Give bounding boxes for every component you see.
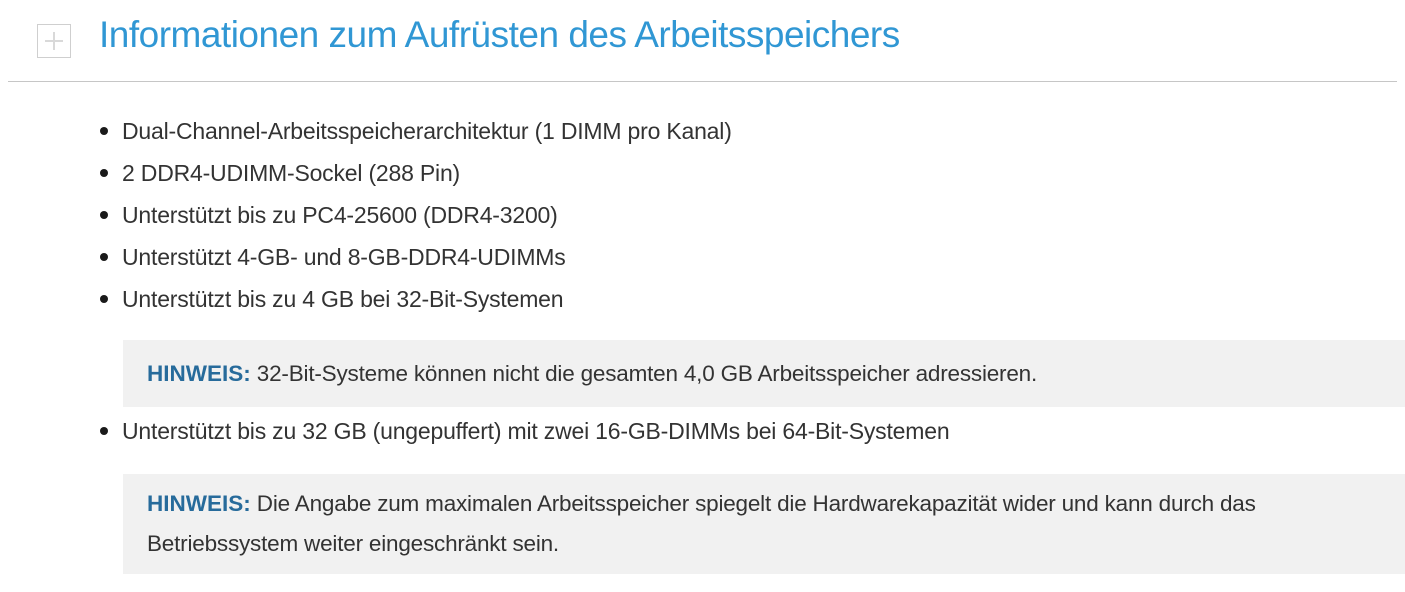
note-label: HINWEIS: [147,361,251,386]
list-item-text: 2 DDR4-UDIMM-Sockel (288 Pin) [122,160,460,186]
list-item-text: Unterstützt bis zu 32 GB (ungepuffert) m… [122,418,950,444]
list-item: Unterstützt 4-GB- und 8-GB-DDR4-UDIMMs [0,236,1405,278]
list-item: Unterstützt bis zu 32 GB (ungepuffert) m… [0,410,1405,452]
list-item-text: Unterstützt bis zu 4 GB bei 32-Bit-Syste… [122,286,564,312]
section-header: Informationen zum Aufrüsten des Arbeitss… [8,0,1397,82]
list-item: Unterstützt bis zu 4 GB bei 32-Bit-Syste… [0,278,1405,320]
bullet-list: Unterstützt bis zu 32 GB (ungepuffert) m… [0,410,1405,452]
bullet-dot-icon [100,127,108,135]
note-box: HINWEIS: Die Angabe zum maximalen Arbeit… [123,474,1405,574]
plus-icon [38,25,70,57]
section-title[interactable]: Informationen zum Aufrüsten des Arbeitss… [99,14,900,55]
list-item: Unterstützt bis zu PC4-25600 (DDR4-3200) [0,194,1405,236]
bullet-dot-icon [100,253,108,261]
note-label: HINWEIS: [147,491,251,516]
list-item-text: Dual-Channel-Arbeitsspeicherarchitektur … [122,118,732,144]
bullet-dot-icon [100,211,108,219]
bullet-dot-icon [100,427,108,435]
expand-section-button[interactable] [37,24,71,58]
note-text: 32-Bit-Systeme können nicht die gesamten… [250,361,1038,386]
bullet-dot-icon [100,169,108,177]
note-box: HINWEIS: 32-Bit-Systeme können nicht die… [123,340,1405,407]
list-item: 2 DDR4-UDIMM-Sockel (288 Pin) [0,152,1405,194]
bullet-list: Dual-Channel-Arbeitsspeicherarchitektur … [0,110,1405,320]
list-item: Dual-Channel-Arbeitsspeicherarchitektur … [0,110,1405,152]
note-text: Die Angabe zum maximalen Arbeitsspeicher… [147,491,1256,556]
list-item-text: Unterstützt bis zu PC4-25600 (DDR4-3200) [122,202,558,228]
list-item-text: Unterstützt 4-GB- und 8-GB-DDR4-UDIMMs [122,244,566,270]
bullet-dot-icon [100,295,108,303]
